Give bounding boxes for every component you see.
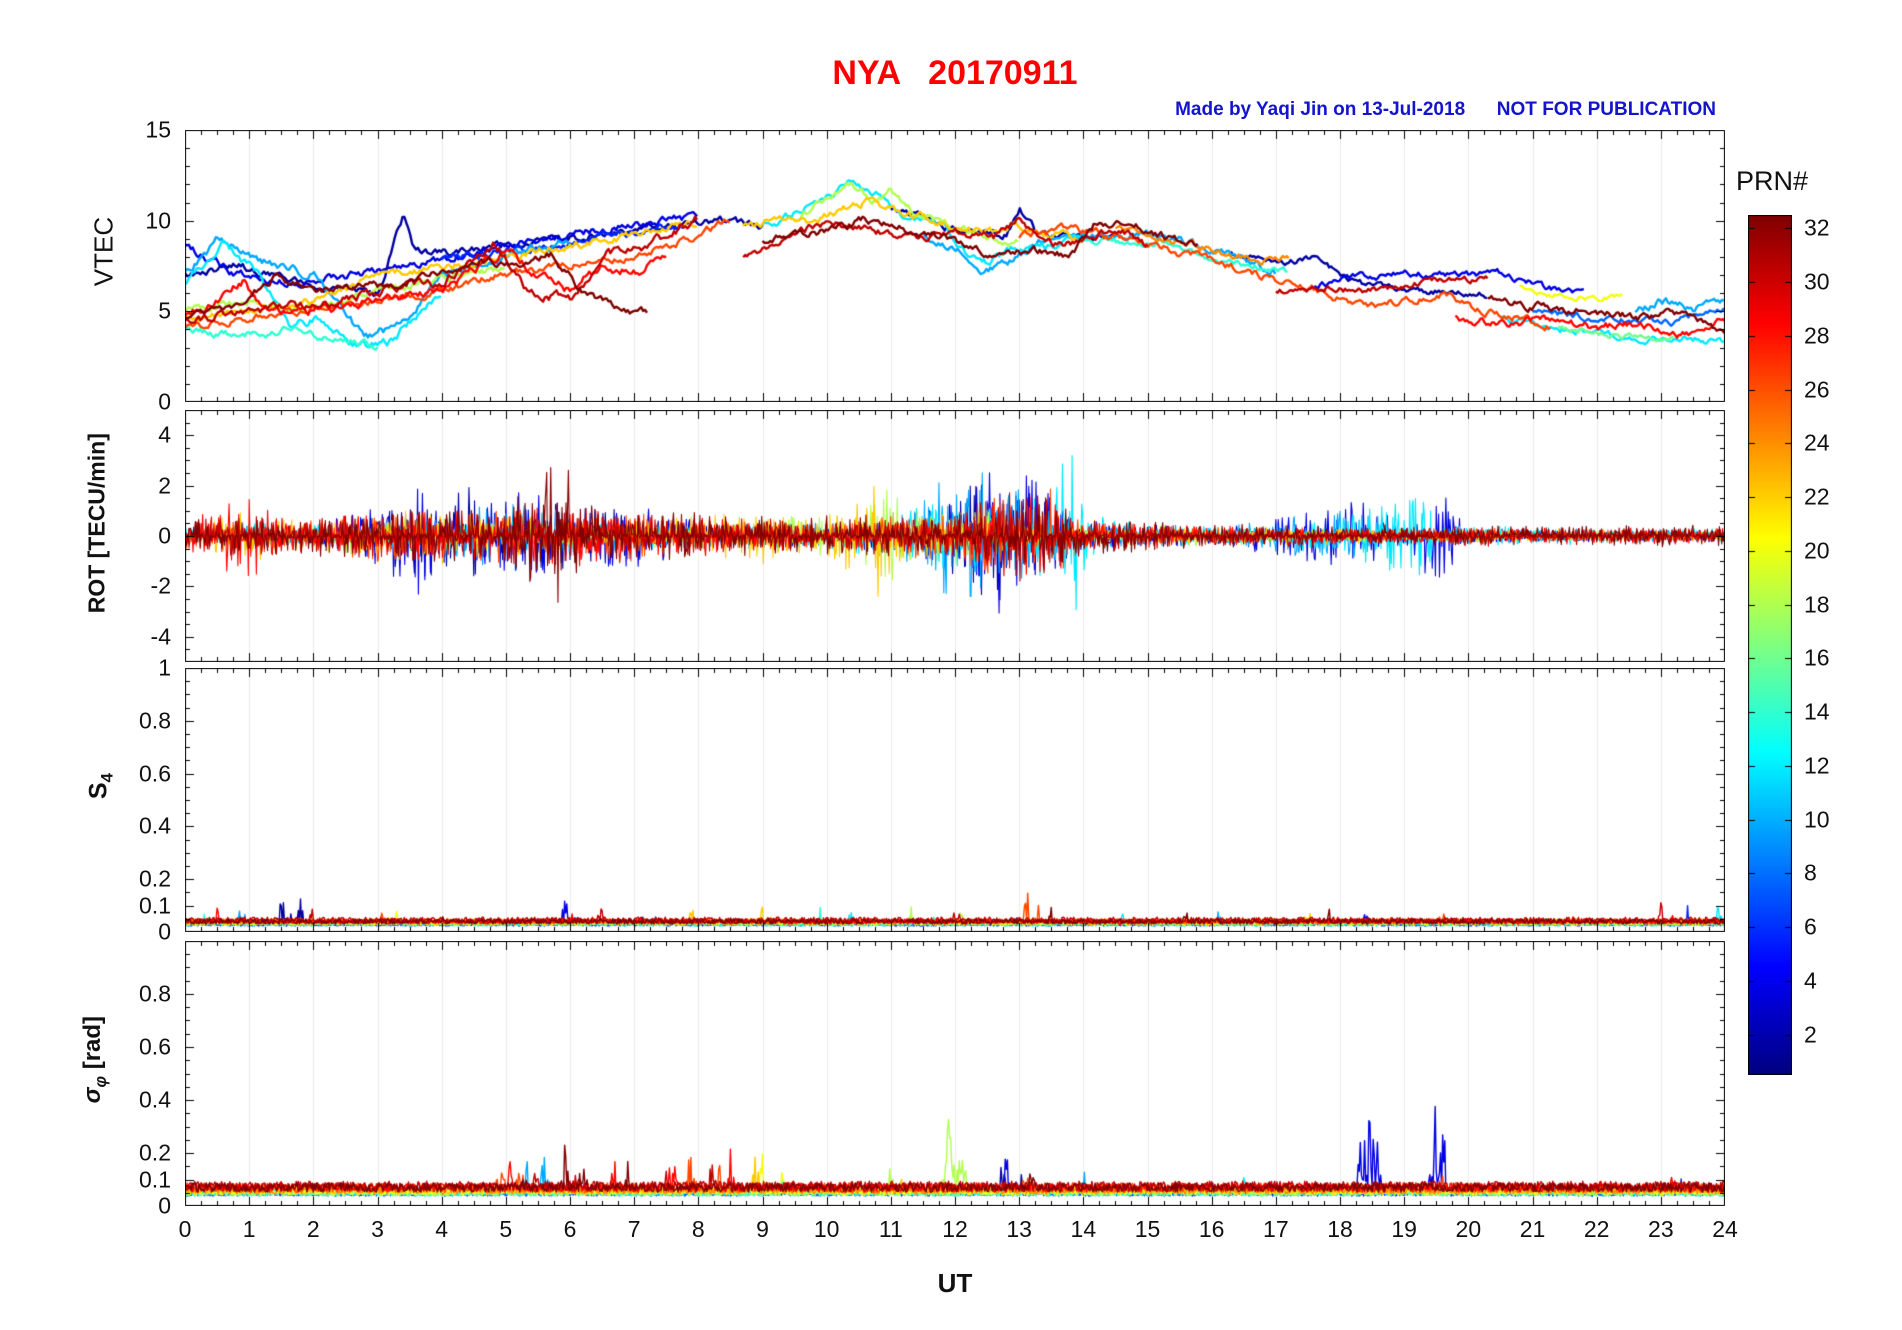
x-tick-label: 24	[1712, 1216, 1738, 1242]
s4-plot-canvas	[185, 668, 1725, 932]
x-tick-label: 4	[435, 1216, 449, 1242]
colorbar-tick-label: 16	[1804, 644, 1830, 671]
x-tick-label: 22	[1583, 1216, 1610, 1242]
y-tick-label: 4	[158, 421, 171, 448]
y-tick-label: 0	[158, 522, 171, 549]
x-tick-label: 11	[878, 1216, 903, 1242]
y-tick-label: 2	[158, 472, 171, 499]
x-tick-label: 12	[942, 1216, 968, 1242]
y-tick-label: 10	[145, 207, 171, 234]
ylabel-rot-text: ROT [TECU/min]	[83, 433, 110, 614]
colorbar-tick-label: 2	[1804, 1021, 1817, 1048]
watermark-note: Made by Yaqi Jin on 13-Jul-2018 NOT FOR …	[1175, 99, 1716, 120]
colorbar-tick-label: 18	[1804, 591, 1830, 618]
ylabel-vtec-text: VTEC	[88, 216, 119, 287]
x-tick-label: 1	[242, 1216, 256, 1242]
x-tick-label: 9	[756, 1216, 769, 1242]
x-tick-label: 21	[1519, 1216, 1546, 1242]
y-tick-label: 0.6	[139, 760, 171, 787]
x-tick-label: 7	[627, 1216, 641, 1242]
ylabel-sigma-sub: φ	[91, 1075, 110, 1088]
y-tick-label: 0.8	[139, 980, 171, 1007]
ylabel-s4: S4	[56, 773, 147, 827]
x-tick-label: 17	[1263, 1216, 1289, 1242]
x-tick-label: 16	[1198, 1216, 1225, 1242]
x-tick-label: 14	[1070, 1216, 1097, 1242]
colorbar-tick-label: 4	[1804, 967, 1817, 994]
x-tick-label: 20	[1455, 1216, 1482, 1242]
ylabel-rot: ROT [TECU/min]	[57, 433, 138, 639]
colorbar-tick-label: 30	[1804, 268, 1830, 295]
colorbar-tick-label: 32	[1804, 214, 1830, 241]
y-tick-label: -4	[150, 623, 171, 650]
ylabel-sigma-suffix: [rad]	[79, 1015, 107, 1076]
colorbar-tick-label: 20	[1804, 537, 1830, 564]
vtec-plot-canvas	[185, 130, 1725, 402]
colorbar-tick-label: 14	[1804, 698, 1830, 725]
y-tick-label: 0.6	[139, 1033, 171, 1060]
x-tick-label: 18	[1327, 1216, 1353, 1242]
ylabel-s4-main: S	[84, 782, 113, 800]
colorbar-tick-label: 6	[1804, 913, 1817, 940]
ylabel-sigma-phi: σφ [rad]	[51, 1016, 139, 1130]
colorbar-tick-label: 12	[1804, 752, 1830, 779]
y-tick-label: 0	[158, 918, 171, 945]
prn-colorbar	[1748, 215, 1792, 1075]
ylabel-vtec: VTEC	[58, 217, 151, 315]
y-tick-label: 0.4	[139, 1086, 171, 1113]
y-tick-label: 0.8	[139, 707, 171, 734]
colorbar-tick-label: 28	[1804, 322, 1830, 349]
y-tick-label: 0.2	[139, 865, 171, 892]
y-tick-label: 0.1	[139, 892, 171, 919]
colorbar-tick-label: 10	[1804, 806, 1830, 833]
y-tick-label: 15	[145, 116, 171, 143]
x-tick-label: 3	[371, 1216, 384, 1242]
colorbar-tick-label: 26	[1804, 376, 1830, 403]
x-tick-label: 23	[1648, 1216, 1674, 1242]
x-tick-label: 5	[499, 1216, 513, 1242]
colorbar-label: PRN#	[1736, 166, 1809, 196]
x-tick-label: 13	[1006, 1216, 1032, 1242]
y-tick-label: 0.4	[139, 812, 171, 839]
y-tick-label: 0.2	[139, 1139, 171, 1166]
x-tick-label: 19	[1391, 1216, 1417, 1242]
x-tick-label: 6	[563, 1216, 577, 1242]
x-axis-label: UT	[937, 1268, 973, 1298]
y-tick-label: -2	[150, 572, 171, 599]
colorbar-tick-label: 24	[1804, 429, 1830, 456]
y-tick-label: 1	[158, 654, 171, 681]
sigma-phi-plot-canvas	[185, 941, 1725, 1206]
y-tick-label: 5	[158, 297, 171, 324]
ylabel-sigma-main: σ	[79, 1087, 107, 1104]
rot-plot-canvas	[185, 410, 1725, 662]
x-tick-label: 2	[306, 1216, 320, 1242]
ylabel-s4-sub: 4	[97, 773, 117, 783]
x-tick-label: 15	[1134, 1216, 1161, 1242]
y-tick-label: 0	[158, 1192, 171, 1219]
y-tick-label: 0	[158, 388, 171, 415]
y-tick-label: 0.1	[139, 1166, 171, 1192]
x-tick-label: 8	[691, 1216, 705, 1242]
colorbar-tick-label: 22	[1804, 483, 1830, 510]
chart-title: NYA 20170911	[832, 54, 1078, 92]
x-tick-label: 0	[178, 1216, 192, 1242]
x-tick-label: 10	[813, 1216, 840, 1242]
colorbar-tick-label: 8	[1804, 859, 1817, 886]
